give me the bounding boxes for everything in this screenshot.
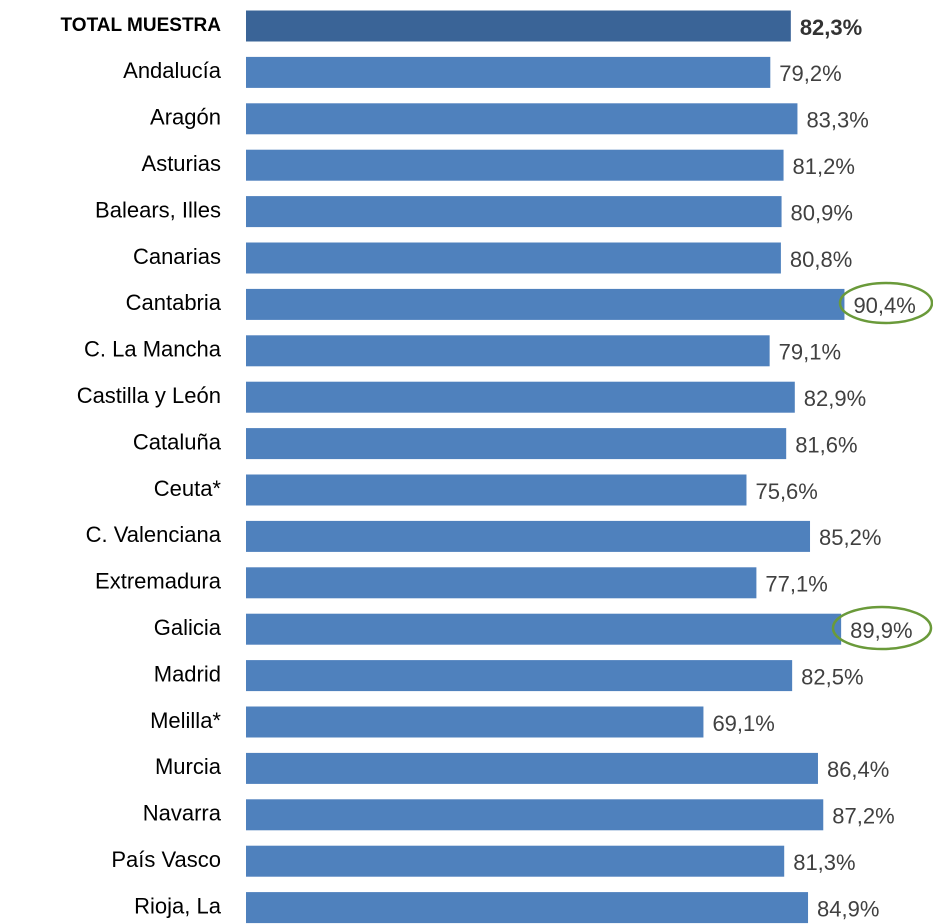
bar [246, 56, 771, 88]
bar [246, 845, 785, 877]
category-label: Cataluña [133, 429, 222, 454]
bar [246, 892, 809, 924]
highlight-circle [831, 605, 933, 651]
bar [246, 660, 793, 692]
value-label: 81,6% [795, 432, 857, 457]
category-label: Balears, Illes [95, 197, 221, 222]
bar [246, 567, 757, 599]
bar [246, 428, 787, 460]
bar [246, 752, 818, 784]
category-label: Melilla* [150, 708, 221, 733]
value-label: 82,5% [801, 664, 863, 689]
bar [246, 196, 782, 228]
value-label: 81,3% [793, 850, 855, 875]
bar [246, 799, 824, 831]
category-label: C. Valenciana [86, 522, 222, 547]
bar [246, 474, 747, 506]
category-label: Madrid [154, 661, 221, 686]
bar [246, 288, 845, 320]
bar [246, 149, 784, 181]
bar [246, 613, 842, 645]
bar [246, 103, 798, 135]
category-label: Aragón [150, 105, 221, 130]
value-label: 80,8% [790, 247, 852, 272]
bar [246, 706, 704, 738]
value-label: 69,1% [712, 711, 774, 736]
bar [246, 381, 795, 413]
category-label: Galicia [154, 615, 222, 640]
category-label: Murcia [155, 754, 222, 779]
value-label: 83,3% [806, 108, 868, 133]
category-label: TOTAL MUESTRA [61, 15, 222, 36]
category-label: Rioja, La [134, 893, 222, 918]
highlight-circle [838, 281, 933, 325]
bar [246, 335, 770, 367]
value-label: 81,2% [793, 154, 855, 179]
value-label: 85,2% [819, 525, 881, 550]
category-label: Navarra [143, 801, 222, 826]
category-label: Asturias [142, 151, 221, 176]
category-label: Canarias [133, 244, 221, 269]
bar [246, 10, 791, 42]
bar [246, 242, 781, 274]
value-label: 90,4% [853, 293, 915, 318]
value-label: 82,9% [804, 386, 866, 411]
value-label: 79,1% [779, 340, 841, 365]
category-label: País Vasco [111, 847, 221, 872]
category-label: Extremadura [95, 569, 222, 594]
category-label: Andalucía [123, 58, 222, 83]
value-label: 87,2% [832, 804, 894, 829]
value-label: 84,9% [817, 896, 879, 921]
value-label: 79,2% [779, 61, 841, 86]
category-label: C. La Mancha [84, 337, 222, 362]
category-label: Ceuta* [154, 476, 222, 501]
value-label: 80,9% [791, 200, 853, 225]
value-label: 77,1% [765, 572, 827, 597]
category-label: Cantabria [126, 290, 222, 315]
value-label: 89,9% [850, 618, 912, 643]
value-label: 82,3% [800, 15, 862, 40]
bar [246, 520, 811, 552]
value-label: 86,4% [827, 757, 889, 782]
category-label: Castilla y León [77, 383, 221, 408]
value-label: 75,6% [755, 479, 817, 504]
